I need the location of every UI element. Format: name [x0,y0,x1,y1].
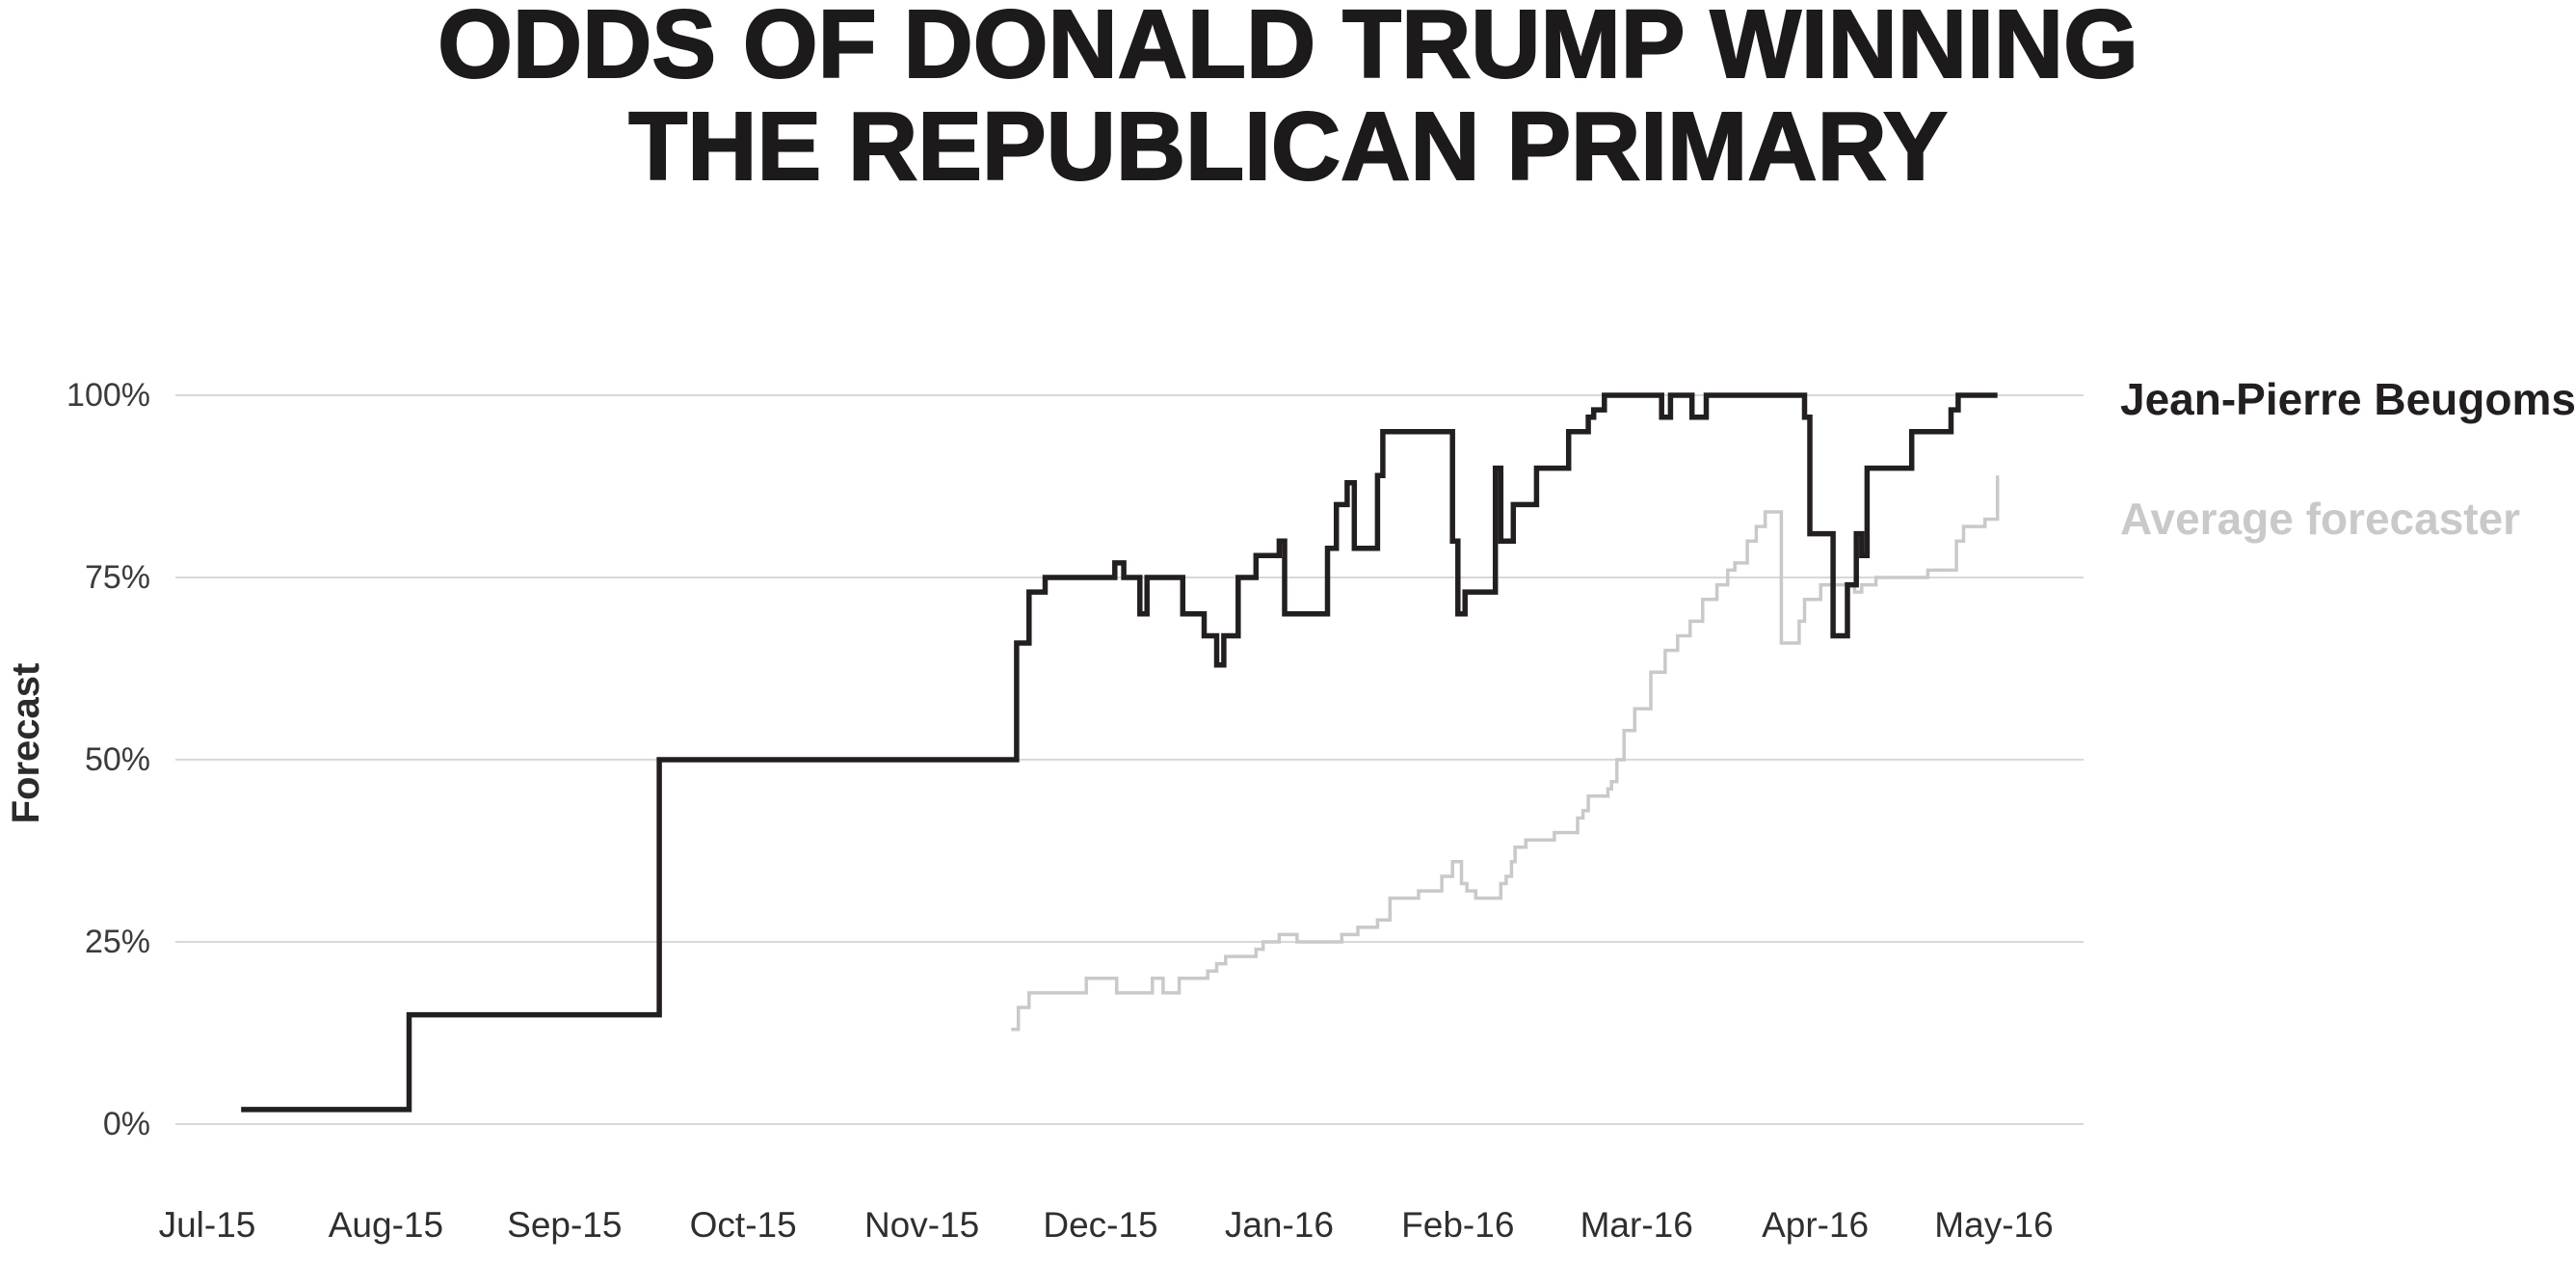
y-tick-label-25%: 25% [84,924,150,960]
x-tick-label-Feb-16: Feb-16 [1401,1205,1515,1245]
chart-title-line-2: THE REPUBLICAN PRIMARY [627,93,1949,201]
series-line-jean-pierre-beugoms [241,392,1998,1113]
x-tick-label-Sep-15: Sep-15 [507,1205,623,1245]
x-tick-label-Mar-16: Mar-16 [1580,1205,1693,1245]
legend-label-jean-pierre-beugoms: Jean-Pierre Beugoms [2120,374,2576,424]
x-tick-label-Jul-15: Jul-15 [158,1205,256,1245]
y-tick-label-100%: 100% [66,377,150,414]
y-tick-label-50%: 50% [84,741,150,778]
x-tick-label-Aug-15: Aug-15 [328,1205,444,1245]
x-tick-label-May-16: May-16 [1934,1205,2054,1245]
x-tick-label-Jan-16: Jan-16 [1224,1205,1334,1245]
series-line-average-forecaster [1011,475,2000,1032]
x-tick-label-Dec-15: Dec-15 [1043,1205,1158,1245]
x-tick-label-Apr-16: Apr-16 [1762,1205,1870,1245]
x-tick-label-Nov-15: Nov-15 [863,1205,980,1245]
chart-title-line-1: ODDS OF DONALD TRUMP WINNING [437,0,2139,98]
x-tick-label-Oct-15: Oct-15 [689,1205,797,1245]
y-tick-label-0%: 0% [102,1106,150,1142]
legend-label-average-forecaster: Average forecaster [2120,494,2521,544]
y-tick-label-75%: 75% [84,559,150,596]
